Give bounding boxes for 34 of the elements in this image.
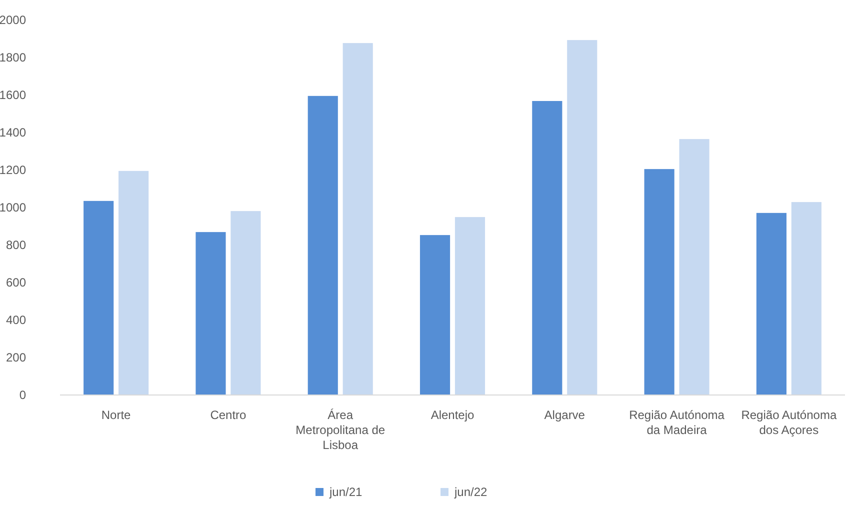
- y-tick-label: 1200: [0, 163, 26, 178]
- bar: [756, 212, 786, 395]
- bar: [342, 43, 373, 395]
- bar: [567, 40, 598, 395]
- y-tick-label: 400: [6, 313, 26, 328]
- bar: [420, 235, 450, 395]
- x-tick-label: Norte: [101, 408, 132, 422]
- legend-label: jun/21: [328, 485, 363, 500]
- bar: [84, 200, 114, 395]
- y-tick-label: 1000: [0, 200, 26, 215]
- x-tick-label: Algarve: [544, 408, 586, 422]
- bar: [230, 211, 261, 395]
- y-tick-label: 1600: [0, 88, 26, 102]
- y-tick-label: 1800: [0, 50, 26, 65]
- x-tick-label: Região Autónoma da Madeira: [629, 408, 725, 437]
- y-tick-label: 600: [6, 276, 26, 290]
- y-tick-label: 800: [6, 238, 26, 252]
- x-tick-label: Área Metropolitana de Lisboa: [296, 408, 386, 452]
- y-tick-label: 2000: [0, 13, 26, 28]
- bar: [118, 170, 149, 395]
- bar: [532, 101, 562, 395]
- x-tick-label: Centro: [210, 408, 247, 422]
- legend-label: jun/22: [454, 485, 488, 500]
- bar: [644, 169, 674, 395]
- bar: [308, 96, 338, 395]
- x-tick-label: Alentejo: [430, 408, 475, 422]
- x-tick-label: Região Autónoma dos Açores: [741, 408, 837, 437]
- bar: [791, 202, 822, 395]
- y-tick-label: 200: [6, 350, 26, 365]
- bar: [679, 139, 710, 395]
- bar: [196, 232, 226, 395]
- bar: [454, 217, 486, 395]
- y-tick-label: 1400: [0, 126, 26, 140]
- y-tick-label: 0: [19, 388, 26, 402]
